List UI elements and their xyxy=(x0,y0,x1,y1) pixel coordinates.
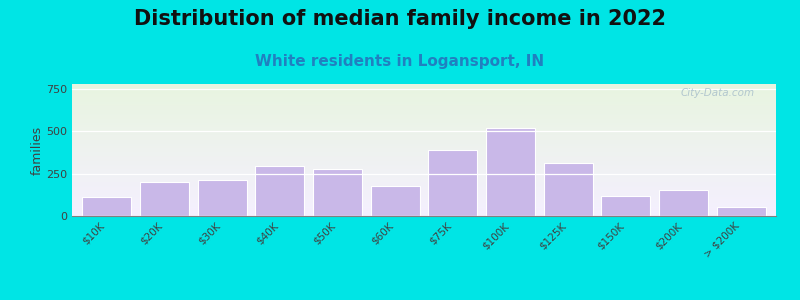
Bar xyxy=(602,196,650,216)
Bar xyxy=(255,166,304,216)
Bar xyxy=(659,190,708,216)
Text: City-Data.com: City-Data.com xyxy=(681,88,755,98)
Bar xyxy=(140,182,189,216)
Bar xyxy=(82,196,131,216)
Bar xyxy=(717,207,766,216)
Bar xyxy=(370,186,420,216)
Bar xyxy=(313,169,362,216)
Y-axis label: families: families xyxy=(30,125,43,175)
Bar xyxy=(428,150,478,216)
Bar xyxy=(198,181,246,216)
Bar xyxy=(486,128,535,216)
Text: Distribution of median family income in 2022: Distribution of median family income in … xyxy=(134,9,666,29)
Text: White residents in Logansport, IN: White residents in Logansport, IN xyxy=(255,54,545,69)
Bar xyxy=(544,163,593,216)
